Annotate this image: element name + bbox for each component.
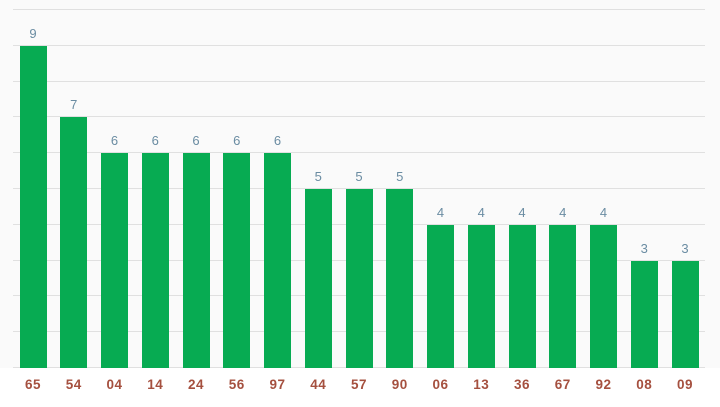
bar-column: 4 [508,204,536,368]
bar-column: 3 [671,240,699,368]
gridline [13,116,705,118]
bar[interactable] [304,189,332,368]
bar-value-label: 3 [640,240,648,256]
gridline [13,188,705,189]
bar-column: 6 [141,134,169,368]
bar-category-label: 54 [65,377,82,392]
bar-column: 9 [19,25,47,368]
bar-category-label: 08 [636,377,653,392]
gridline [13,44,705,46]
bar-column: 5 [345,170,373,368]
bar-category-label: 92 [595,377,612,392]
bar[interactable] [223,153,251,368]
x-axis-labels: 65 54 04 14 24 56 97 44 57 90 06 13 36 67 92 08 09 [13,369,705,407]
bar-value-label: 4 [436,204,445,220]
bar-value-label: 3 [681,240,689,256]
bar-category-label: 57 [350,377,368,392]
bar-column: 4 [427,204,455,368]
bar-column: 6 [182,134,210,368]
bar-value-label: 6 [110,133,119,149]
bar[interactable] [345,189,373,368]
bar-value-label: 6 [233,133,241,149]
bar[interactable] [60,117,88,368]
bar-column: 3 [630,240,658,368]
bar-value-label: 6 [151,133,159,149]
bar[interactable] [467,224,495,368]
bar-category-label: 97 [269,377,286,392]
bar-column: 4 [467,204,495,368]
bar[interactable] [590,224,617,368]
bar-column: 6 [223,134,251,368]
bar[interactable] [141,153,169,368]
bar-value-label: 9 [29,25,37,41]
bars-container: 9 7 6 6 6 6 6 5 5 5 4 4 4 4 4 3 3 [13,10,705,368]
bar-column: 4 [549,204,577,368]
bar[interactable] [630,260,658,368]
bar[interactable] [264,153,291,368]
bar-category-label: 36 [513,377,531,392]
gridline [13,9,705,10]
bar-column: 4 [590,204,618,368]
bar-column: 5 [386,170,414,368]
bar[interactable] [427,224,454,368]
bar-category-label: 06 [432,377,449,392]
bar-column: 7 [60,98,88,368]
bar-value-label: 5 [314,169,322,184]
bar-category-label: 14 [147,377,164,392]
bar-category-label: 90 [391,377,408,392]
bar-category-label: 44 [310,377,327,392]
bar-column: 5 [304,170,332,368]
bar-category-label: 65 [24,377,42,392]
bar[interactable] [549,224,577,368]
bar-column: 6 [264,134,292,368]
bar-value-label: 4 [559,204,567,220]
bar-value-label: 5 [355,169,363,184]
bar-value-label: 5 [396,169,404,184]
bar[interactable] [101,153,128,368]
bar-category-label: 13 [473,377,490,392]
bar[interactable] [182,153,210,368]
bar-value-label: 4 [599,204,608,220]
bar-category-label: 56 [228,377,245,392]
bar-category-label: 24 [187,377,205,392]
bar-category-label: 09 [676,377,694,392]
bar[interactable] [386,189,414,368]
bar-value-label: 7 [70,97,78,113]
bar-value-label: 6 [273,133,282,149]
bar-value-label: 4 [518,204,526,220]
bar-category-label: 67 [554,377,571,392]
bar[interactable] [19,45,47,368]
bar-value-label: 6 [192,133,200,149]
gridline [13,152,705,154]
bar-category-label: 04 [106,377,123,392]
bar[interactable] [671,260,699,368]
bar[interactable] [508,224,536,368]
bar-value-label: 4 [477,204,485,220]
gridline [13,80,705,82]
bar-column: 6 [101,134,129,368]
